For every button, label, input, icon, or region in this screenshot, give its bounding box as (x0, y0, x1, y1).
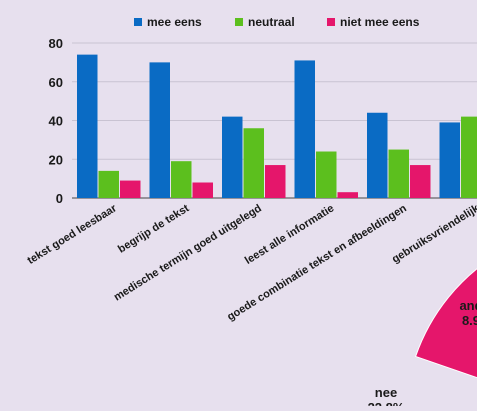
pie-label: nee (375, 385, 397, 400)
legend: mee eens neutraal niet mee eens (134, 15, 420, 29)
bar-neutraal (388, 149, 409, 198)
x-category-label: medische termijn goed uitgelegd (112, 202, 264, 303)
bar-niet-mee-eens (120, 180, 141, 198)
bar-mee-eens (294, 60, 315, 198)
pie-slice-nee (414, 268, 477, 379)
x-category-label: begrijp de tekst (116, 202, 192, 255)
y-tick-label: 60 (49, 75, 63, 90)
bar-mee-eens (77, 54, 98, 198)
legend-label: neutraal (248, 15, 295, 29)
pie-value-label: 8.9 (462, 313, 477, 328)
pie-chart: nee22.8% and8.9 (368, 268, 477, 411)
bar-mee-eens (439, 122, 460, 198)
y-tick-label: 40 (49, 114, 63, 129)
bar-neutraal (171, 161, 192, 198)
y-tick-label: 0 (56, 191, 63, 206)
bar-niet-mee-eens (192, 182, 213, 198)
bar-niet-mee-eens (337, 192, 358, 198)
bar-neutraal (461, 116, 477, 198)
legend-swatch (134, 18, 142, 26)
bar-niet-mee-eens (410, 165, 431, 198)
pie-value-label: 22.8% (368, 400, 405, 406)
x-category-label: tekst goed leesbaar (25, 202, 119, 267)
bar-mee-eens (149, 62, 170, 198)
legend-swatch (327, 18, 335, 26)
bar-mee-eens (367, 112, 388, 198)
pie-label: and (459, 298, 477, 313)
bar-niet-mee-eens (265, 165, 286, 198)
legend-swatch (235, 18, 243, 26)
bar-neutraal (316, 151, 337, 198)
legend-label: mee eens (147, 15, 202, 29)
legend-label: niet mee eens (340, 15, 420, 29)
bar-mee-eens (222, 116, 243, 198)
y-tick-label: 20 (49, 152, 63, 167)
y-tick-label: 80 (49, 36, 63, 51)
bar-neutraal (98, 170, 119, 198)
bar-neutraal (243, 128, 264, 198)
